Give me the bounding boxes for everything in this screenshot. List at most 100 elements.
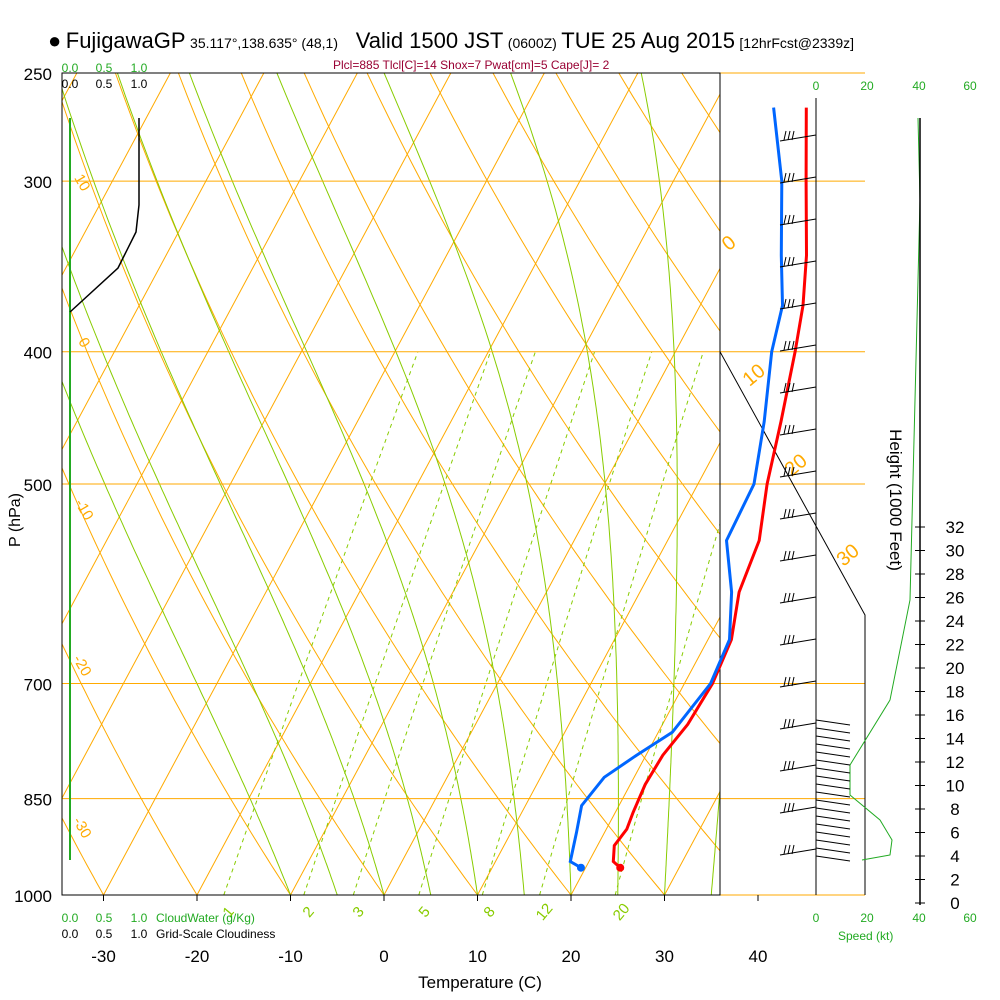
x-tick-label: 20 [562,947,581,966]
dry-adiabat [62,100,478,895]
mixing-ratio-line [539,351,704,895]
low-level-wind-barb [815,791,851,798]
low-level-wind-barb [815,767,851,774]
wind-speed-profile [849,117,921,861]
wind-barb-feather [783,130,787,141]
wind-barb-staff [779,722,817,730]
wind-barb-feather [783,172,787,183]
moist-adiabat [640,73,678,895]
wind-barb-feather [783,466,787,477]
wind-barb-feather [783,676,787,687]
moist-adiabat [276,73,525,895]
mixing-ratio-label: 5 [415,903,433,920]
low-level-wind-barb [815,839,851,846]
forecast-info: [12hrFcst@2339z] [739,35,855,51]
wind-panel-boundary [719,351,866,895]
dry-adiabat [62,466,291,895]
speed-scale-bottom-label: 60 [963,911,977,925]
temperature-profile-surface-point [616,863,625,872]
wind-barb-feather [783,634,787,645]
wind-barb [779,298,817,310]
speed-scale-bottom-label: 40 [912,911,926,925]
dry-adiabat [429,73,720,536]
wind-barb [779,256,817,268]
dry-adiabat [240,73,720,852]
isobar-label-700: 700 [24,676,52,695]
wind-barb-feather [791,340,795,351]
isobar-label-500: 500 [24,476,52,495]
height-tick-label: 18 [946,683,965,702]
speed-scale-top-label: 40 [912,79,926,93]
wind-barb-feather [791,214,795,225]
wind-barb-feather [787,760,791,771]
height-tick-label: 0 [950,894,959,913]
valid-date: TUE 25 Aug 2015 [561,28,735,53]
wind-barb [779,592,817,604]
cloudwater-scale-bottom-label: 0.0 [62,911,79,925]
dry-adiabat [62,642,198,895]
wind-barb-feather [791,676,795,687]
wind-barb-feather [783,718,787,729]
low-level-wind-barb [815,815,851,822]
height-tick-label: 16 [946,706,965,725]
low-level-wind-barb [815,847,851,854]
wind-barb [779,718,817,730]
dry-adiabat [366,73,720,639]
height-axis-title: Height (1000 Feet) [886,429,905,571]
dry-adiabat-label: 10 [70,171,93,194]
wind-barb-feather [791,298,795,309]
y-axis-title: P (hPa) [7,493,24,547]
wind-barb-feather [787,550,791,561]
wind-barb-feather [787,298,791,309]
wind-barb-feather [787,844,791,855]
wind-barb [779,424,817,436]
wind-barb-feather [783,802,787,813]
chart-title: ● FujigawaGP 35.117°,138.635° (48,1) Val… [48,28,854,54]
wind-barb [779,760,817,772]
moist-adiabat-label: 10 [739,360,770,391]
wind-barb [779,214,817,226]
wind-barb-feather [791,634,795,645]
wind-barb-feather [791,424,795,435]
wind-barb [779,172,817,184]
dry-adiabat-label: -10 [71,496,97,523]
low-level-wind-barb [815,807,851,814]
x-tick-label: 30 [655,947,674,966]
dry-adiabat [303,73,720,745]
wind-barb-staff [779,302,817,310]
x-tick-label: -10 [278,947,303,966]
height-tick-label: 26 [946,589,965,608]
mixing-ratio-label: 3 [349,903,367,920]
wind-barb-staff [779,638,817,646]
mixing-ratio-label: 8 [480,903,498,920]
x-tick-label: -20 [185,947,210,966]
mixing-ratio-line [418,351,596,895]
dry-adiabat-label: 0 [74,335,93,351]
wind-barb-feather [787,634,791,645]
wind-barb-staff [779,134,817,142]
height-tick-label: 24 [946,612,965,631]
speed-axis-title: Speed (kt) [838,929,893,943]
wind-barb-feather [791,802,795,813]
height-tick-label: 2 [950,871,959,890]
wind-barb [779,340,817,352]
speed-scale-top-label: 0 [813,79,820,93]
wind-barb [779,676,817,688]
wind-barb-feather [791,718,795,729]
height-tick-label: 20 [946,659,965,678]
low-level-wind-barb [815,823,851,830]
x-tick-label: 10 [468,947,487,966]
wind-barb-feather [787,424,791,435]
wind-barb-staff [779,680,817,688]
wind-barb-feather [783,340,787,351]
wind-barb-feather [787,676,791,687]
wind-barb-feather [783,298,787,309]
wind-barb-feather [791,760,795,771]
station-name: FujigawaGP [65,28,186,53]
wind-barb-feather [787,592,791,603]
cloudiness-scale-top-label: 0.5 [96,77,113,91]
valid-time: Valid 1500 JST [355,28,504,53]
wind-barb-feather [787,172,791,183]
wind-barb-staff [779,470,817,478]
